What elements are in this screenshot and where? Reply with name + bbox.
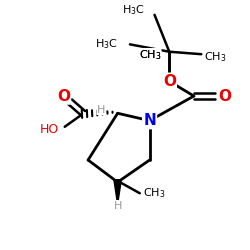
Text: CH$_3$: CH$_3$: [144, 186, 166, 200]
Text: N: N: [143, 113, 156, 128]
Text: H: H: [114, 200, 122, 210]
Text: O: O: [57, 88, 70, 104]
Text: O: O: [163, 74, 176, 89]
Text: CH$_3$: CH$_3$: [204, 50, 226, 64]
Text: H: H: [97, 104, 105, 115]
Text: HO: HO: [39, 123, 58, 136]
Polygon shape: [114, 180, 121, 204]
Text: H$_3$C: H$_3$C: [95, 38, 118, 51]
Text: CH$_3$: CH$_3$: [138, 48, 161, 62]
Text: H$_3$C: H$_3$C: [122, 3, 145, 17]
Text: O: O: [218, 88, 231, 104]
Text: CH$_3$: CH$_3$: [138, 48, 161, 62]
